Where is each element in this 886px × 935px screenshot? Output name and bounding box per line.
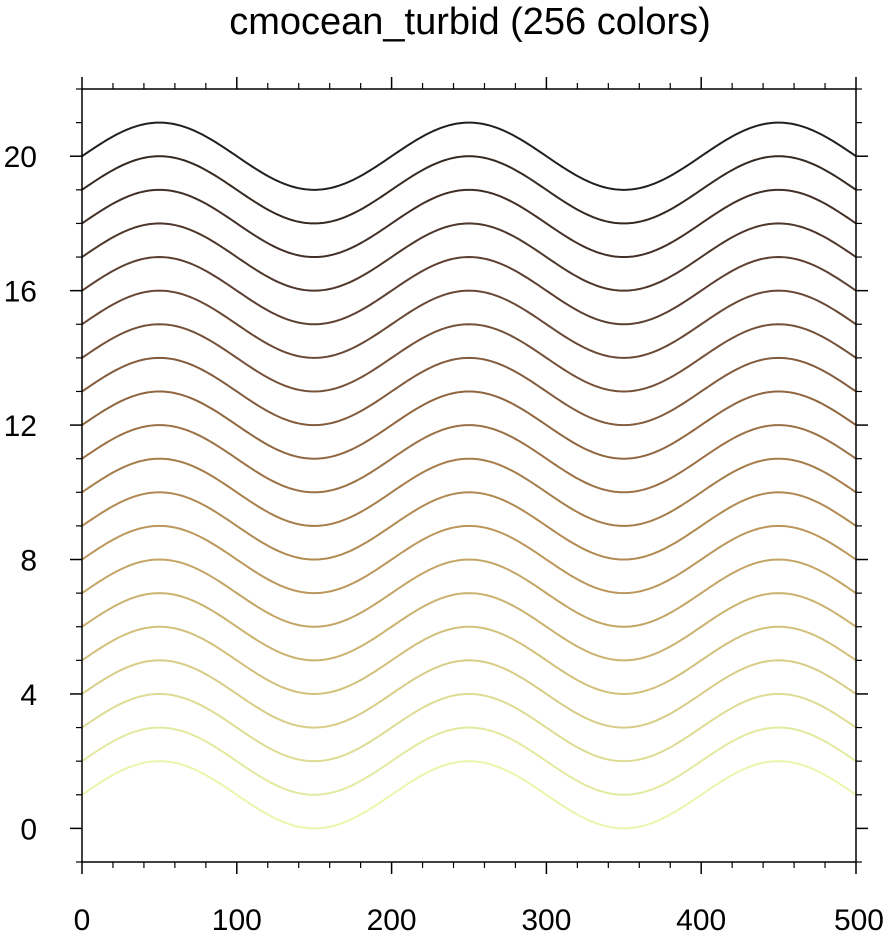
series-line-13 [81, 356, 857, 427]
y-tick-label: 16 [4, 276, 37, 309]
series-line-16 [81, 256, 857, 326]
series-line-1 [81, 760, 857, 830]
series-line-15 [81, 289, 857, 359]
x-tick-label: 300 [521, 904, 571, 935]
series-line-19 [81, 155, 857, 225]
series-line-7 [81, 558, 857, 628]
series-line-17 [81, 222, 857, 292]
tick-labels: 0 100 200 300 400 500 0 4 8 12 16 20 [4, 141, 884, 935]
x-tick-label: 100 [212, 904, 262, 935]
series-line-10 [81, 457, 857, 527]
x-tick-label: 200 [367, 904, 417, 935]
y-tick-label: 4 [20, 679, 37, 712]
series-line-20 [81, 121, 857, 191]
y-tick-label: 8 [20, 545, 37, 578]
y-tick-label: 20 [4, 141, 37, 174]
chart-title: cmocean_turbid (256 colors) [229, 1, 711, 43]
x-tick-label: 400 [676, 904, 726, 935]
series-line-12 [81, 390, 857, 460]
series-line-4 [81, 659, 857, 729]
series-line-2 [81, 726, 857, 796]
series-line-11 [81, 424, 857, 494]
y-tick-label: 0 [20, 813, 37, 846]
series-line-3 [81, 692, 857, 763]
axis-ticks [70, 77, 868, 874]
series-line-9 [81, 491, 857, 561]
series-line-14 [81, 323, 857, 393]
x-tick-label: 500 [834, 904, 884, 935]
series-line-8 [81, 524, 857, 595]
series-lines [81, 121, 857, 830]
series-line-18 [81, 188, 857, 259]
series-line-6 [81, 592, 857, 662]
y-tick-label: 12 [4, 410, 37, 443]
plot-frame [81, 88, 857, 863]
x-tick-label: 0 [74, 904, 91, 935]
series-line-5 [81, 625, 857, 695]
